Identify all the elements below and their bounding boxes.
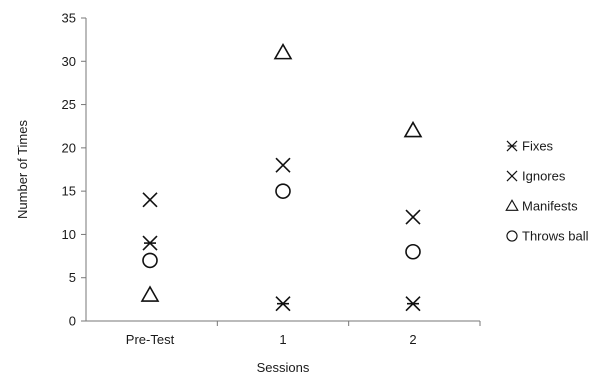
x-axis-label: Sessions bbox=[257, 360, 310, 375]
legend-label: Throws ball bbox=[522, 229, 589, 244]
data-point-triangle bbox=[140, 285, 160, 302]
y-tick-label: 20 bbox=[62, 140, 76, 155]
y-tick-label: 0 bbox=[69, 314, 76, 329]
legend-label: Manifests bbox=[522, 199, 578, 214]
asterisk-icon bbox=[506, 140, 518, 152]
data-point-triangle bbox=[273, 43, 293, 60]
data-point-triangle bbox=[403, 120, 423, 138]
data-point-circle bbox=[405, 243, 421, 260]
data-point-cross bbox=[142, 192, 158, 208]
y-tick-label: 15 bbox=[62, 184, 76, 199]
legend-label: Fixes bbox=[522, 139, 554, 154]
x-tick-label: 1 bbox=[279, 332, 286, 347]
axes bbox=[81, 17, 481, 326]
y-tick-label: 35 bbox=[62, 11, 76, 26]
legend-label: Ignores bbox=[522, 169, 566, 184]
data-point-cross bbox=[275, 157, 291, 173]
y-tick-label: 5 bbox=[69, 270, 76, 285]
legend-item: Manifests bbox=[505, 199, 578, 214]
x-tick-labels: Pre-Test 1 2 bbox=[126, 332, 417, 347]
data-point-circle bbox=[275, 183, 291, 199]
y-axis-label: Number of Times bbox=[15, 120, 30, 219]
y-tick-label: 10 bbox=[62, 227, 76, 242]
x-tick-label: Pre-Test bbox=[126, 332, 175, 347]
data-point-asterisk bbox=[405, 296, 421, 312]
data-point-asterisk bbox=[142, 235, 158, 251]
legend-item: Fixes bbox=[506, 139, 554, 154]
data-point-asterisk bbox=[275, 296, 291, 312]
x-tick-label: 2 bbox=[409, 332, 416, 347]
y-tick-label: 25 bbox=[62, 97, 76, 112]
legend-item: Ignores bbox=[506, 169, 566, 184]
circle-icon bbox=[506, 230, 518, 242]
triangle-icon bbox=[505, 199, 519, 211]
cross-icon bbox=[506, 170, 518, 182]
data-point-circle bbox=[142, 252, 158, 269]
data-point-cross bbox=[405, 209, 421, 225]
legend: Fixes Ignores Manifests Throws ball bbox=[505, 139, 589, 244]
y-tick-labels: 0 5 10 15 20 25 30 35 bbox=[62, 11, 76, 329]
y-tick-label: 30 bbox=[62, 54, 76, 69]
data-points bbox=[140, 43, 423, 312]
legend-item: Throws ball bbox=[506, 229, 589, 244]
